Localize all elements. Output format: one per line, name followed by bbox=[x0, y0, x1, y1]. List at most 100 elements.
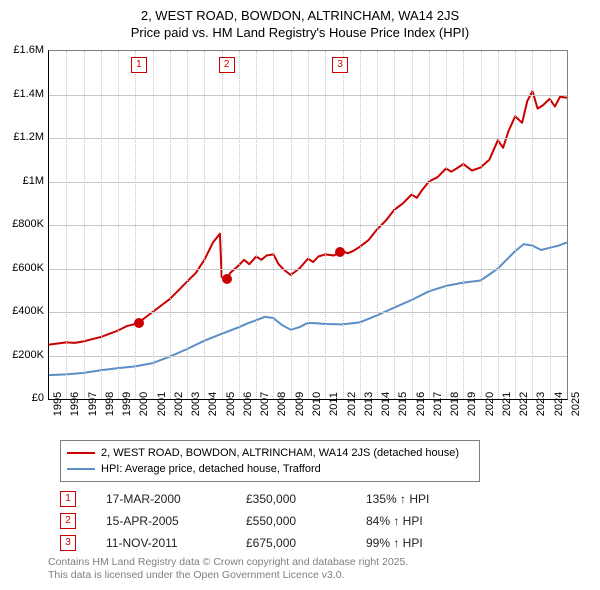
legend-item-hpi: HPI: Average price, detached house, Traf… bbox=[67, 461, 473, 477]
gridline-v bbox=[481, 51, 482, 399]
gridline-v bbox=[463, 51, 464, 399]
events-table: 1 17-MAR-2000 £350,000 135% ↑ HPI 2 15-A… bbox=[60, 488, 429, 554]
x-axis-label: 2001 bbox=[156, 392, 168, 416]
event-price: £675,000 bbox=[246, 536, 366, 550]
event-date: 15-APR-2005 bbox=[106, 514, 246, 528]
sale-marker-box: 3 bbox=[332, 57, 348, 73]
gridline-v bbox=[204, 51, 205, 399]
x-axis-label: 2025 bbox=[570, 392, 582, 416]
y-axis-label: £400K bbox=[2, 305, 44, 317]
x-axis-label: 2009 bbox=[294, 392, 306, 416]
footer-line-2: This data is licensed under the Open Gov… bbox=[48, 569, 408, 582]
x-axis-label: 1999 bbox=[121, 392, 133, 416]
event-marker: 3 bbox=[60, 535, 76, 551]
gridline-v bbox=[532, 51, 533, 399]
x-axis-label: 2007 bbox=[259, 392, 271, 416]
x-axis-label: 2002 bbox=[173, 392, 185, 416]
title-line-2: Price paid vs. HM Land Registry's House … bbox=[0, 25, 600, 42]
x-axis-label: 2005 bbox=[225, 392, 237, 416]
gridline-v bbox=[412, 51, 413, 399]
x-axis-label: 2022 bbox=[518, 392, 530, 416]
y-axis-label: £600K bbox=[2, 262, 44, 274]
gridline-v bbox=[377, 51, 378, 399]
title-line-1: 2, WEST ROAD, BOWDON, ALTRINCHAM, WA14 2… bbox=[0, 8, 600, 25]
x-axis-label: 1995 bbox=[52, 392, 64, 416]
event-row: 1 17-MAR-2000 £350,000 135% ↑ HPI bbox=[60, 488, 429, 510]
event-price: £550,000 bbox=[246, 514, 366, 528]
event-marker: 2 bbox=[60, 513, 76, 529]
x-axis-label: 2016 bbox=[415, 392, 427, 416]
x-axis-label: 2008 bbox=[276, 392, 288, 416]
gridline-v bbox=[101, 51, 102, 399]
y-axis-label: £1M bbox=[2, 175, 44, 187]
gridline-v bbox=[429, 51, 430, 399]
gridline-v bbox=[498, 51, 499, 399]
chart-title: 2, WEST ROAD, BOWDON, ALTRINCHAM, WA14 2… bbox=[0, 0, 600, 42]
x-axis-label: 2011 bbox=[328, 392, 340, 416]
event-date: 11-NOV-2011 bbox=[106, 536, 246, 550]
legend-item-property: 2, WEST ROAD, BOWDON, ALTRINCHAM, WA14 2… bbox=[67, 445, 473, 461]
gridline-v bbox=[308, 51, 309, 399]
x-axis-label: 2023 bbox=[535, 392, 547, 416]
gridline-v bbox=[239, 51, 240, 399]
legend-swatch-property bbox=[67, 452, 95, 454]
gridline-v bbox=[343, 51, 344, 399]
event-pct: 84% ↑ HPI bbox=[366, 514, 423, 528]
gridline-v bbox=[170, 51, 171, 399]
x-axis-label: 2018 bbox=[449, 392, 461, 416]
legend-label-property: 2, WEST ROAD, BOWDON, ALTRINCHAM, WA14 2… bbox=[101, 447, 459, 459]
y-axis-label: £800K bbox=[2, 218, 44, 230]
gridline-v bbox=[84, 51, 85, 399]
plot-area: 1 2 3 bbox=[48, 50, 568, 400]
footer-line-1: Contains HM Land Registry data © Crown c… bbox=[48, 556, 408, 569]
sale-point bbox=[222, 274, 232, 284]
gridline-v bbox=[394, 51, 395, 399]
x-axis-label: 2013 bbox=[363, 392, 375, 416]
gridline-v bbox=[187, 51, 188, 399]
x-axis-label: 2021 bbox=[501, 392, 513, 416]
footer: Contains HM Land Registry data © Crown c… bbox=[48, 556, 408, 582]
x-axis-label: 2003 bbox=[190, 392, 202, 416]
gridline-v bbox=[291, 51, 292, 399]
x-axis-label: 2010 bbox=[311, 392, 323, 416]
x-axis-label: 2000 bbox=[138, 392, 150, 416]
gridline-v bbox=[256, 51, 257, 399]
event-pct: 135% ↑ HPI bbox=[366, 492, 429, 506]
x-axis-label: 2004 bbox=[207, 392, 219, 416]
y-axis-label: £1.6M bbox=[2, 44, 44, 56]
x-axis-label: 1996 bbox=[69, 392, 81, 416]
gridline-v bbox=[135, 51, 136, 399]
event-price: £350,000 bbox=[246, 492, 366, 506]
sale-point bbox=[335, 247, 345, 257]
event-row: 2 15-APR-2005 £550,000 84% ↑ HPI bbox=[60, 510, 429, 532]
x-axis-label: 2006 bbox=[242, 392, 254, 416]
x-axis-label: 2012 bbox=[346, 392, 358, 416]
event-pct: 99% ↑ HPI bbox=[366, 536, 423, 550]
x-axis-label: 1997 bbox=[87, 392, 99, 416]
gridline-v bbox=[325, 51, 326, 399]
y-axis-label: £0 bbox=[2, 392, 44, 404]
x-axis-label: 2024 bbox=[553, 392, 565, 416]
gridline-v bbox=[550, 51, 551, 399]
gridline-v bbox=[446, 51, 447, 399]
legend: 2, WEST ROAD, BOWDON, ALTRINCHAM, WA14 2… bbox=[60, 440, 480, 482]
y-axis-label: £1.2M bbox=[2, 131, 44, 143]
sale-marker-box: 2 bbox=[219, 57, 235, 73]
chart-container: 2, WEST ROAD, BOWDON, ALTRINCHAM, WA14 2… bbox=[0, 0, 600, 590]
legend-label-hpi: HPI: Average price, detached house, Traf… bbox=[101, 463, 321, 475]
gridline-v bbox=[66, 51, 67, 399]
gridline-v bbox=[273, 51, 274, 399]
x-axis-label: 2017 bbox=[432, 392, 444, 416]
gridline-v bbox=[118, 51, 119, 399]
event-row: 3 11-NOV-2011 £675,000 99% ↑ HPI bbox=[60, 532, 429, 554]
sale-marker-box: 1 bbox=[131, 57, 147, 73]
sale-point bbox=[134, 318, 144, 328]
y-axis-label: £1.4M bbox=[2, 88, 44, 100]
gridline-v bbox=[360, 51, 361, 399]
x-axis-label: 2014 bbox=[380, 392, 392, 416]
gridline-v bbox=[222, 51, 223, 399]
x-axis-label: 2020 bbox=[484, 392, 496, 416]
x-axis-label: 2019 bbox=[466, 392, 478, 416]
legend-swatch-hpi bbox=[67, 468, 95, 470]
y-axis-label: £200K bbox=[2, 349, 44, 361]
